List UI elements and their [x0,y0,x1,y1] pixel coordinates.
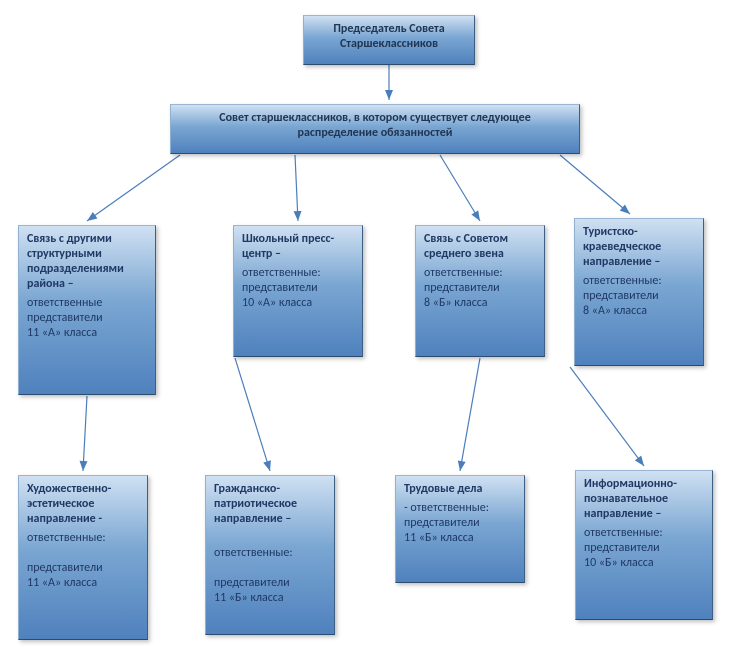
node-c3-body: - ответственные:представители11 «Б» клас… [404,501,516,546]
node-c3: Трудовые дела - ответственные:представит… [395,475,525,583]
node-b4-body: ответственные:представители8 «А» класса [583,274,695,319]
node-b2-body: ответственные:представители10 «А» класса [242,266,354,311]
node-b3-body: ответственные:представители8 «Б» класса [424,266,536,311]
node-c3-title: Трудовые дела [404,482,516,497]
node-c4-title: Информационно-познавательное направление… [584,477,704,522]
node-c2-body: ответственные:представители11 «Б» класса [214,531,326,606]
node-council-text: Совет старшеклассников, в котором сущест… [219,111,531,140]
node-c1: Художественно-эстетическое направление -… [18,475,148,640]
node-b2: Школьный пресс-центр – ответственные:пре… [233,225,363,357]
node-root-text: Председатель Совета Старшеклассников [333,22,444,51]
node-b1: Связь с другими структурными подразделен… [18,225,156,395]
node-c1-title: Художественно-эстетическое направление - [27,482,139,527]
node-c1-body: ответственные:представители11 «А» класса [27,531,139,591]
node-c2-title: Гражданско-патриотическое направление – [214,482,326,527]
node-b1-body: ответственные представители11 «А» класса [27,296,147,341]
node-b1-title: Связь с другими структурными подразделен… [27,232,147,292]
node-c4-body: ответственные:представители10 «Б» класса [584,526,704,571]
node-c2: Гражданско-патриотическое направление – … [205,475,335,635]
node-b3-title: Связь с Советом среднего звена [424,232,536,262]
node-b2-title: Школьный пресс-центр – [242,232,354,262]
org-chart-canvas: Председатель Совета Старшеклассников Сов… [0,0,734,671]
node-b4: Туристско-краеведческое направление – от… [574,218,704,366]
node-b3: Связь с Советом среднего звена ответстве… [415,225,545,357]
node-c4: Информационно-познавательное направление… [575,470,713,620]
node-b4-title: Туристско-краеведческое направление – [583,225,695,270]
node-council: Совет старшеклассников, в котором сущест… [170,104,580,154]
node-root: Председатель Совета Старшеклассников [303,15,475,65]
